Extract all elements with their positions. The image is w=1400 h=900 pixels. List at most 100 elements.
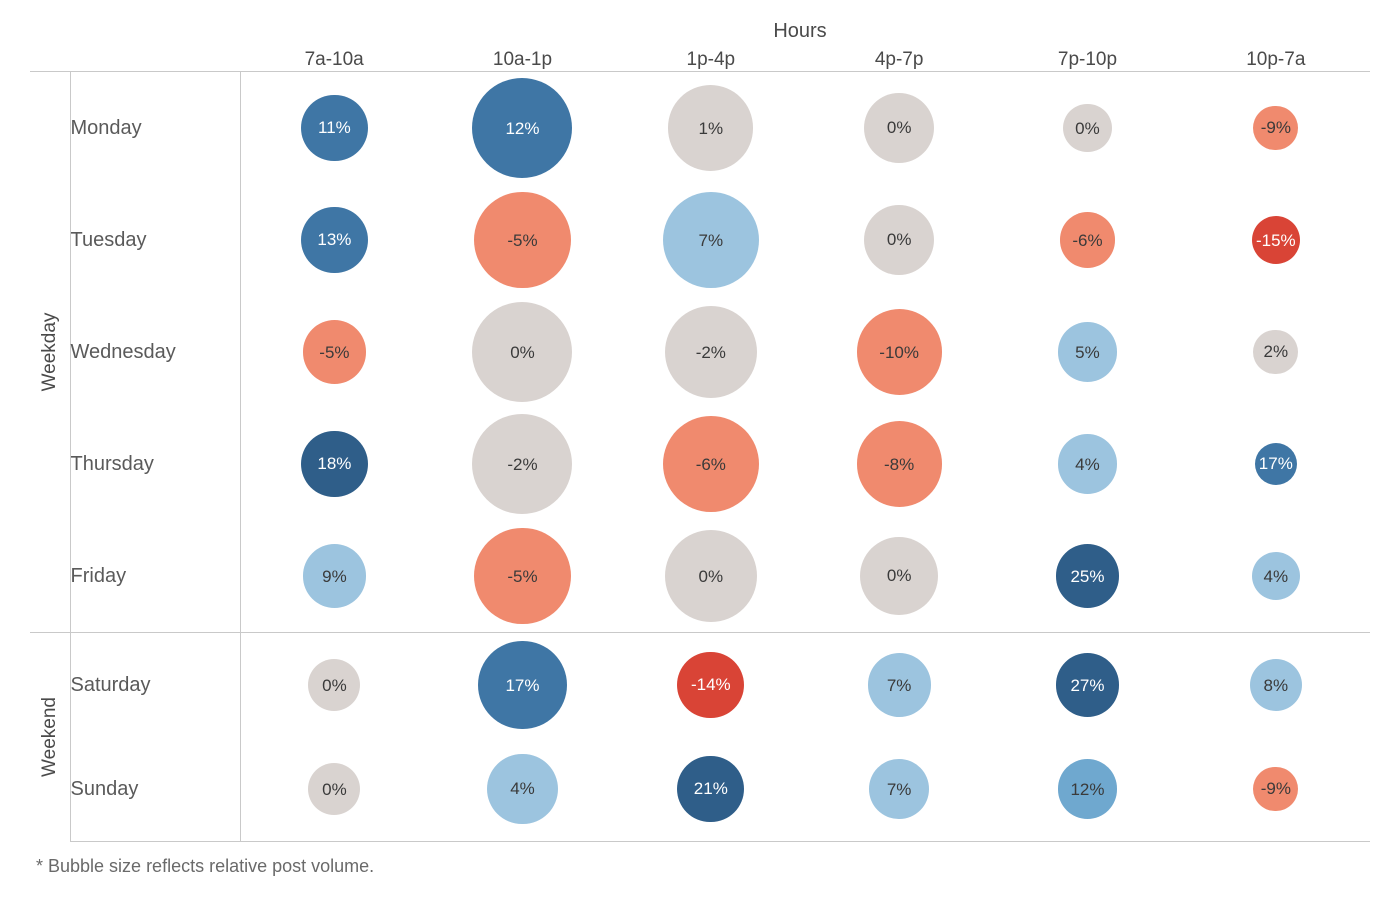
col-header: 4p-7p <box>805 49 993 72</box>
bubble-cell: -8% <box>805 408 993 520</box>
bubble-value-label: 25% <box>1070 568 1104 585</box>
row-day-label: Tuesday <box>70 184 240 296</box>
bubble: 5% <box>1058 322 1117 381</box>
bubble: -2% <box>665 306 758 399</box>
bubble: 0% <box>864 205 935 276</box>
bubble-value-label: 0% <box>510 344 535 361</box>
bubble-cell: 7% <box>805 633 993 738</box>
bubble-value-label: 13% <box>317 231 351 248</box>
bubble: 18% <box>301 431 368 498</box>
bubble: 0% <box>665 530 758 623</box>
row-group-label: Weekday <box>39 313 61 392</box>
bubble-value-label: -5% <box>319 344 349 361</box>
bubble-value-label: 21% <box>694 780 728 797</box>
bubble-value-label: -2% <box>696 344 726 361</box>
bubble-cell: 2% <box>1182 296 1370 408</box>
bubble-value-label: 0% <box>1075 120 1100 137</box>
bubble-value-label: -2% <box>507 456 537 473</box>
bubble-cell: -9% <box>1182 737 1370 842</box>
bubble-cell: 0% <box>617 520 805 633</box>
bubble-cell: 4% <box>428 737 616 842</box>
bubble-value-label: 11% <box>318 119 351 136</box>
bubble-cell: 7% <box>805 737 993 842</box>
bubble: 0% <box>472 302 572 402</box>
bubble-cell: 9% <box>240 520 428 633</box>
bubble-cell: 0% <box>240 633 428 738</box>
bubble-cell: 0% <box>805 184 993 296</box>
bubble: 1% <box>668 85 753 170</box>
bubble-value-label: 0% <box>322 781 347 798</box>
bubble-cell: 13% <box>240 184 428 296</box>
bubble-value-label: -9% <box>1261 119 1291 136</box>
bubble-value-label: -5% <box>507 568 537 585</box>
bubble-cell: 7% <box>617 184 805 296</box>
day-row: Thursday18%-2%-6%-8%4%17% <box>30 408 1370 520</box>
row-day-label: Monday <box>70 72 240 185</box>
bubble: -8% <box>857 421 942 506</box>
bubble-value-label: 1% <box>699 120 724 137</box>
bubble-cell: -10% <box>805 296 993 408</box>
bubble: -6% <box>1060 212 1116 268</box>
row-group-label-cell: Weekend <box>30 633 70 842</box>
chart-footnote: * Bubble size reflects relative post vol… <box>30 842 1370 877</box>
bubble: -2% <box>472 414 572 514</box>
bubble: 0% <box>1063 104 1111 152</box>
bubble-value-label: 18% <box>317 455 351 472</box>
col-header: 10p-7a <box>1182 49 1370 72</box>
bubble-cell: -15% <box>1182 184 1370 296</box>
bubble: 21% <box>677 756 744 823</box>
bubble: -5% <box>303 320 366 383</box>
bubble: -9% <box>1253 767 1298 812</box>
row-day-label: Friday <box>70 520 240 633</box>
bubble-value-label: 0% <box>322 677 347 694</box>
bubble: -5% <box>474 528 570 624</box>
bubble: 4% <box>1058 434 1117 493</box>
bubble-cell: 0% <box>993 72 1181 185</box>
bubble: 17% <box>478 641 567 730</box>
bubble-value-label: -9% <box>1261 780 1291 797</box>
bubble: 9% <box>303 544 366 607</box>
bubble-cell: 27% <box>993 633 1181 738</box>
bubble-value-label: -14% <box>691 676 731 693</box>
day-row: WeekdayMonday11%12%1%0%0%-9% <box>30 72 1370 185</box>
bubble-cell: 1% <box>617 72 805 185</box>
bubble-value-label: 7% <box>887 781 912 798</box>
bubble-value-label: 0% <box>887 231 912 248</box>
bubble-value-label: 5% <box>1075 344 1100 361</box>
bubble-cell: -2% <box>428 408 616 520</box>
bubble: 13% <box>301 207 368 274</box>
row-day-label: Sunday <box>70 737 240 842</box>
bubble-value-label: -15% <box>1256 232 1296 249</box>
bubble: 12% <box>472 78 572 178</box>
bubble-cell: 0% <box>428 296 616 408</box>
bubble-cell: -5% <box>428 184 616 296</box>
bubble-value-label: 0% <box>887 567 912 584</box>
bubble-cell: 11% <box>240 72 428 185</box>
bubble: -15% <box>1252 216 1300 264</box>
columns-axis-title: Hours <box>30 20 1370 43</box>
bubble-value-label: 17% <box>505 677 539 694</box>
bubble: -14% <box>677 652 744 719</box>
bubble-cell: 12% <box>428 72 616 185</box>
bubble: -6% <box>663 416 759 512</box>
bubble: 0% <box>308 763 360 815</box>
bubble: 12% <box>1058 759 1117 818</box>
bubble-value-label: 0% <box>887 119 912 136</box>
bubble-cell: 0% <box>240 737 428 842</box>
row-day-label: Wednesday <box>70 296 240 408</box>
bubble: 4% <box>1252 552 1300 600</box>
bubble-cell: 25% <box>993 520 1181 633</box>
bubble-value-label: 7% <box>887 677 912 694</box>
bubble-cell: -6% <box>617 408 805 520</box>
bubble: 25% <box>1056 544 1119 607</box>
bubble: 11% <box>301 95 368 162</box>
bubble-value-label: 2% <box>1264 343 1289 360</box>
bubble-grid-table: 7a-10a 10a-1p 1p-4p 4p-7p 7p-10p 10p-7a … <box>30 49 1370 842</box>
bubble-cell: 21% <box>617 737 805 842</box>
bubble: -9% <box>1253 106 1298 151</box>
bubble-cell: -9% <box>1182 72 1370 185</box>
bubble-cell: -5% <box>240 296 428 408</box>
col-header: 7a-10a <box>240 49 428 72</box>
bubble-value-label: 12% <box>1070 781 1104 798</box>
bubble-value-label: -10% <box>879 344 919 361</box>
